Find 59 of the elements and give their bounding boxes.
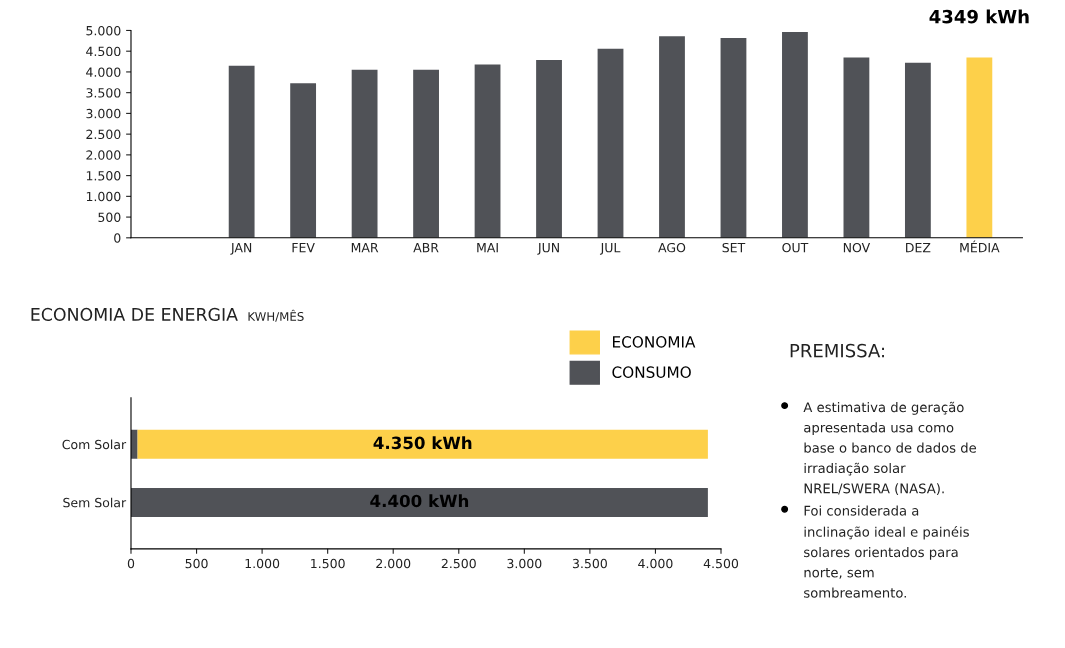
bar <box>720 37 747 238</box>
x-tick-label: 3.500 <box>572 558 607 569</box>
x-tick-label: 4.000 <box>638 558 673 569</box>
x-tick-label: JUN <box>537 243 559 255</box>
x-tick-label: NOV <box>843 242 871 253</box>
y-tick-label: 1.500 <box>86 171 121 181</box>
legend-label: ECONOMIA <box>613 336 696 348</box>
chart-subtitle: KWH/MÊS <box>248 309 304 322</box>
x-tick-label: JUL <box>599 243 621 255</box>
text: Foi considerada a inclinação ideal e painéis solares orientados para norte, sem sombreamento. <box>804 505 969 598</box>
y-tick-label: 4.500 <box>86 46 121 57</box>
chart-title: ECONOMIA DE ENERGIA <box>31 307 238 322</box>
x-tick-label: MÉDIA <box>960 240 1000 253</box>
bar <box>228 65 255 238</box>
x-tick-label: 500 <box>185 558 208 569</box>
x-tick-label: MAR <box>351 243 379 253</box>
bar <box>536 59 562 238</box>
x-tick-label: 1.000 <box>245 558 280 569</box>
data-label: 4.400 kWh <box>370 494 469 508</box>
y-tick-label: Com Solar <box>62 439 127 450</box>
bar <box>843 57 870 238</box>
bar <box>290 83 317 238</box>
x-tick-label: SET <box>722 242 746 253</box>
data-label: 4.350 kWh <box>373 436 472 450</box>
y-tick-label: 2.000 <box>86 150 121 160</box>
x-tick-label: JAN <box>230 243 252 255</box>
y-tick-label: 1.000 <box>86 191 121 202</box>
x-tick-label: MAI <box>477 243 498 253</box>
x-tick-label: ABR <box>413 243 439 253</box>
y-tick-label: 3.500 <box>86 88 121 98</box>
x-tick-label: 4.500 <box>703 558 739 569</box>
x-tick-label: 1.500 <box>311 558 345 569</box>
y-tick-label: 2.500 <box>86 129 121 140</box>
bar <box>597 48 624 238</box>
x-tick-label: 0 <box>127 558 135 569</box>
y-tick-label: 500 <box>98 212 121 223</box>
bar <box>966 57 993 238</box>
x-tick-label: 3.000 <box>507 558 542 569</box>
x-tick-label: FEV <box>292 243 315 253</box>
x-tick-label: 2.500 <box>441 558 476 569</box>
bar <box>904 62 931 238</box>
y-tick-label: 4.000 <box>86 67 121 77</box>
y-tick-label: 5.000 <box>86 25 121 36</box>
bar <box>413 69 439 238</box>
x-tick-label: DEZ <box>906 243 931 253</box>
y-tick-label: Sem Solar <box>63 497 127 508</box>
x-tick-label: AGO <box>658 242 686 253</box>
text: PREMISSA: <box>790 343 884 358</box>
bar <box>782 32 808 238</box>
bar <box>659 36 685 238</box>
x-tick-label: OUT <box>782 242 809 253</box>
text: A estimativa de geração apresentada usa como base o banco de dados de irradiação solar NREL/SWERA (NASA). <box>803 401 977 495</box>
bar <box>474 64 501 238</box>
y-tick-label: 0 <box>114 233 121 243</box>
y-tick-label: 3.000 <box>86 108 121 119</box>
legend-label: CONSUMO <box>612 366 691 378</box>
data-label: 4349 kWh <box>929 9 1029 24</box>
x-tick-label: 2.000 <box>376 558 411 569</box>
bar <box>351 69 378 238</box>
